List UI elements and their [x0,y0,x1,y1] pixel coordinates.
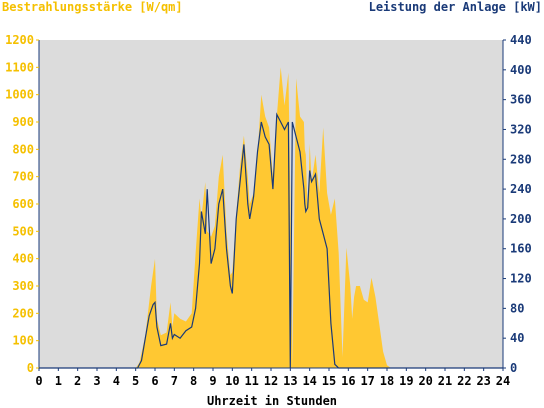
x-tick-label: 17 [360,374,374,388]
x-tick-label: 3 [93,374,100,388]
y-right-tick-label: 240 [510,182,532,196]
x-tick-label: 16 [341,374,355,388]
x-tick-label: 22 [457,374,471,388]
x-tick-label: 14 [302,374,316,388]
x-tick-label: 0 [35,374,42,388]
x-tick-label: 20 [418,374,432,388]
y-right-tick-label: 400 [510,63,532,77]
x-tick-label: 15 [322,374,336,388]
x-tick-label: 11 [244,374,258,388]
x-tick-label: 18 [380,374,394,388]
y-left-tick-label: 600 [12,197,34,211]
y-right-tick-label: 0 [510,361,517,375]
y-left-tick-label: 900 [12,115,34,129]
y-left-tick-label: 1200 [5,33,34,47]
x-tick-label: 5 [132,374,139,388]
y-left-tick-label: 100 [12,334,34,348]
y-right-tick-label: 120 [510,272,532,286]
y-left-tick-label: 500 [12,224,34,238]
x-tick-label: 4 [113,374,120,388]
x-tick-label: 1 [55,374,62,388]
x-tick-label: 12 [264,374,278,388]
x-tick-label: 2 [74,374,81,388]
y-left-tick-label: 700 [12,170,34,184]
y-right-tick-label: 80 [510,301,524,315]
x-tick-label: 8 [190,374,197,388]
x-tick-label: 24 [496,374,510,388]
y-right-tick-label: 200 [510,212,532,226]
x-tick-label: 9 [209,374,216,388]
x-tick-label: 13 [283,374,297,388]
y-left-tick-label: 1000 [5,88,34,102]
y-right-tick-label: 440 [510,33,532,47]
irradiance-area [39,67,503,369]
y-left-tick-label: 400 [12,252,34,266]
x-tick-label: 23 [476,374,490,388]
y-right-tick-label: 280 [510,152,532,166]
y-left-tick-label: 300 [12,279,34,293]
x-tick-label: 19 [399,374,413,388]
y-right-tick-label: 40 [510,331,524,345]
left-axis-title: Bestrahlungsstärke [W/qm] [2,0,183,14]
y-right-tick-label: 360 [510,93,532,107]
y-right-tick-label: 160 [510,242,532,256]
y-right-tick-label: 320 [510,122,532,136]
y-left-tick-label: 800 [12,142,34,156]
x-tick-label: 6 [151,374,158,388]
x-tick-label: 10 [225,374,239,388]
y-left-tick-label: 1100 [5,60,34,74]
y-left-tick-label: 200 [12,306,34,320]
x-tick-label: 7 [171,374,178,388]
x-axis-title: Uhrzeit in Stunden [206,394,338,408]
x-tick-label: 21 [438,374,452,388]
right-axis-title: Leistung der Anlage [kW] [368,0,542,14]
y-left-tick-label: 0 [27,361,34,375]
